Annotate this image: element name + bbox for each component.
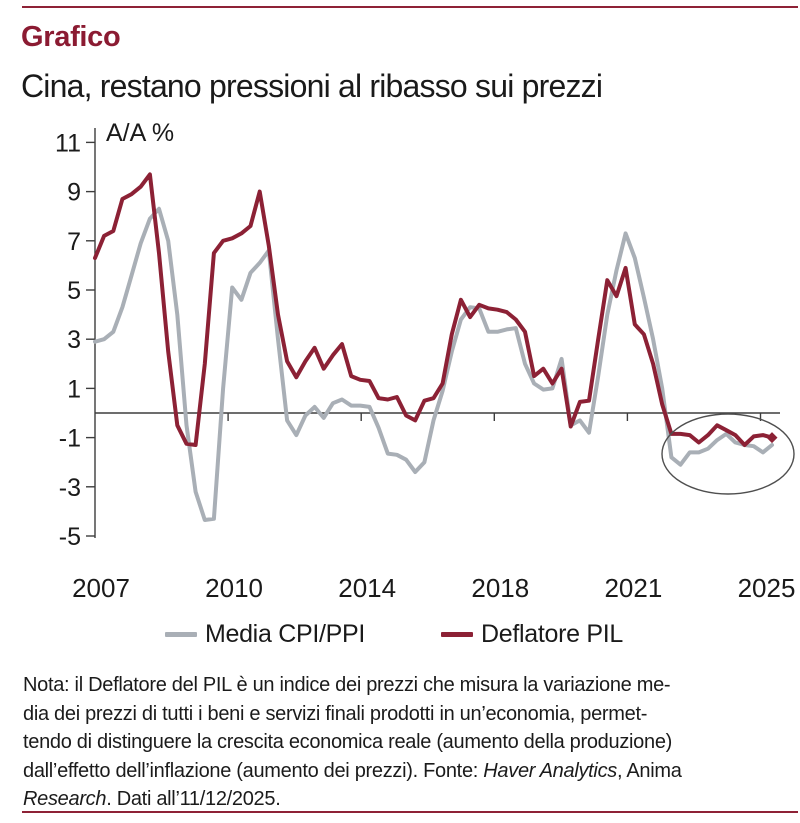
y-tick-label: -5 <box>59 523 81 551</box>
deflation-highlight-ellipse <box>661 413 795 495</box>
y-tick-label: -3 <box>59 474 81 502</box>
x-tick-label: 2018 <box>471 573 529 603</box>
x-tick-label: 2010 <box>205 573 263 603</box>
y-tick-label: 5 <box>67 277 81 305</box>
legend-item-media-cpi-ppi: Media CPI/PPI <box>164 619 366 649</box>
y-tick-label: 11 <box>55 129 81 157</box>
bottom-rule <box>22 811 798 813</box>
top-rule <box>22 6 798 8</box>
footnote-line: Research. Dati all’11/12/2025. <box>23 788 281 811</box>
latest-point-diamond-marker <box>766 432 778 444</box>
y-tick-label: 9 <box>67 179 81 207</box>
legend-label-deflatore-pil: Deflatore PIL <box>481 619 624 648</box>
x-tick-label: 2021 <box>604 573 662 603</box>
x-tick-label: 2025 <box>738 573 796 603</box>
y-tick-label: -1 <box>59 425 81 453</box>
footnote-line: Nota: il Deflatore del PIL è un indice d… <box>23 674 671 696</box>
series-deflatore-pil <box>93 172 774 447</box>
y-tick-label: 1 <box>67 375 81 403</box>
footnote-line: dia dei prezzi di tutti i beni e servizi… <box>23 702 648 725</box>
legend-label-media-cpi-ppi: Media CPI/PPI <box>204 619 366 648</box>
x-tick-label: 2007 <box>72 573 130 603</box>
footnote-line: dall’effetto dell’inflazione (aumento de… <box>23 759 682 782</box>
y-tick-label: 7 <box>67 228 81 256</box>
chart-title: Cina, restano pressioni al ribasso sui p… <box>21 68 603 104</box>
legend-swatch-maroon-icon <box>441 631 474 637</box>
legend-swatch-gray-icon <box>164 631 197 637</box>
x-tick-label: 2014 <box>338 573 396 603</box>
chart-kicker: Grafico <box>21 21 121 53</box>
legend-item-deflatore-pil: Deflatore PIL <box>441 620 623 649</box>
series-media-cpi-ppi <box>93 206 774 522</box>
chart-legend: Media CPI/PPI Deflatore PIL <box>0 614 788 654</box>
footnote: Nota: il Deflatore del PIL è un indice d… <box>23 671 788 814</box>
unit-label: A/A % <box>106 119 174 147</box>
y-tick-label: 3 <box>67 326 81 354</box>
footnote-line: tendo di distinguere la crescita economi… <box>23 731 673 754</box>
